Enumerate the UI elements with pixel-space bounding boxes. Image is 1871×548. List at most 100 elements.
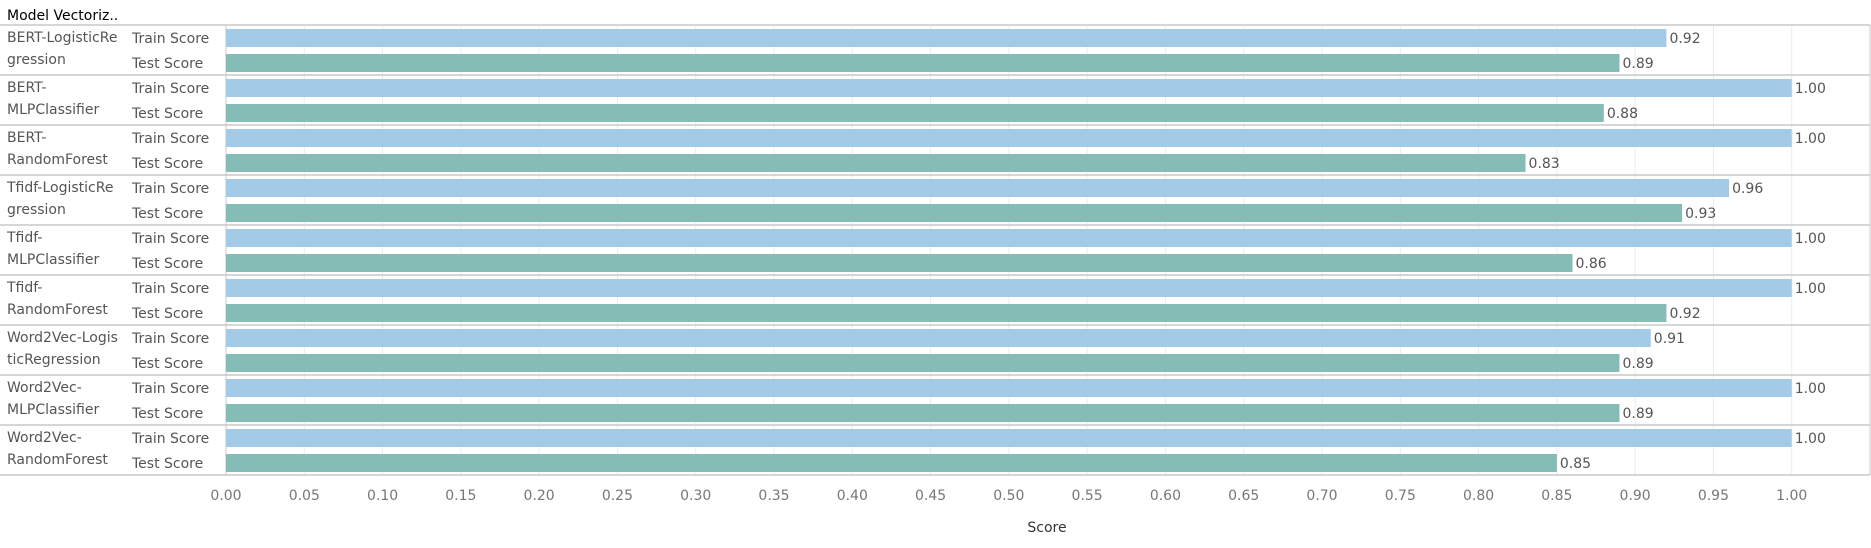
bar — [226, 204, 1683, 222]
data-label: 0.89 — [1622, 56, 1653, 72]
model-label: gression — [7, 202, 66, 218]
x-axis-title: Score — [1027, 520, 1066, 536]
model-label: Tfidf- — [6, 280, 42, 296]
metric-label: Train Score — [131, 81, 209, 97]
data-label: 1.00 — [1795, 231, 1826, 247]
data-label: 0.89 — [1622, 356, 1653, 372]
bar — [226, 129, 1792, 147]
data-label: 0.85 — [1560, 456, 1591, 472]
x-tick-label: 0.95 — [1698, 488, 1729, 504]
x-tick-label: 0.40 — [837, 488, 868, 504]
metric-label: Test Score — [131, 356, 203, 372]
data-label: 0.86 — [1576, 256, 1607, 272]
bar — [226, 354, 1620, 372]
data-label: 0.93 — [1685, 206, 1716, 222]
metric-label: Test Score — [131, 456, 203, 472]
data-label: 0.96 — [1732, 181, 1763, 197]
x-tick-label: 0.00 — [210, 488, 241, 504]
x-tick-label: 0.80 — [1463, 488, 1494, 504]
metric-label: Train Score — [131, 381, 209, 397]
model-label: ticRegression — [7, 352, 101, 368]
model-label: Word2Vec- — [7, 380, 82, 396]
bar — [226, 404, 1620, 422]
row-frame — [0, 24, 1871, 476]
x-tick-label: 0.85 — [1541, 488, 1572, 504]
model-label: RandomForest — [7, 152, 108, 168]
bar — [226, 329, 1651, 347]
bar — [226, 379, 1792, 397]
bar — [226, 179, 1730, 197]
data-label: 1.00 — [1795, 381, 1826, 397]
x-tick-label: 0.75 — [1385, 488, 1416, 504]
bar — [226, 29, 1667, 47]
bar — [226, 229, 1792, 247]
model-label: Tfidf- — [6, 230, 42, 246]
model-label: Tfidf-LogisticRe — [6, 180, 113, 196]
x-tick-label: 0.55 — [1072, 488, 1103, 504]
bar-rows: BERT-LogisticRe gression Train Score 0.92 Te… — [6, 29, 1826, 472]
x-tick-label: 0.10 — [367, 488, 398, 504]
x-tick-label: 0.30 — [680, 488, 711, 504]
x-axis: 0.00 0.05 0.10 0.15 0.20 0.25 0.30 0.35 0.40 0.45… — [210, 488, 1807, 504]
x-tick-label: 1.00 — [1776, 488, 1807, 504]
model-label: MLPClassifier — [7, 402, 99, 418]
x-tick-label: 0.70 — [1306, 488, 1337, 504]
metric-label: Test Score — [131, 206, 203, 222]
data-label: 0.92 — [1669, 306, 1700, 322]
metric-label: Test Score — [131, 306, 203, 322]
metric-label: Train Score — [131, 31, 209, 47]
model-label: gression — [7, 52, 66, 68]
model-label: RandomForest — [7, 452, 108, 468]
data-label: 0.91 — [1654, 331, 1685, 347]
x-tick-label: 0.20 — [524, 488, 555, 504]
x-tick-label: 0.50 — [993, 488, 1024, 504]
model-label: BERT- — [7, 80, 46, 96]
model-label: BERT- — [7, 130, 46, 146]
bar — [226, 304, 1667, 322]
metric-label: Train Score — [131, 331, 209, 347]
data-label: 0.89 — [1622, 406, 1653, 422]
metric-label: Test Score — [131, 106, 203, 122]
data-label: 1.00 — [1795, 81, 1826, 97]
bar — [226, 429, 1792, 447]
model-label: BERT-LogisticRe — [7, 30, 117, 46]
metric-label: Train Score — [131, 181, 209, 197]
x-tick-label: 0.35 — [758, 488, 789, 504]
model-label: Word2Vec- — [7, 430, 82, 446]
metric-label: Test Score — [131, 406, 203, 422]
x-tick-label: 0.25 — [602, 488, 633, 504]
x-tick-label: 0.05 — [289, 488, 320, 504]
x-tick-label: 0.65 — [1228, 488, 1259, 504]
data-label: 1.00 — [1795, 281, 1826, 297]
model-label: MLPClassifier — [7, 252, 99, 268]
bar — [226, 54, 1620, 72]
x-tick-label: 0.45 — [915, 488, 946, 504]
column-header: Model Vectoriz.. — [7, 8, 118, 24]
metric-label: Train Score — [131, 231, 209, 247]
model-label: Word2Vec-Logis — [7, 330, 118, 346]
metric-label: Test Score — [131, 256, 203, 272]
x-tick-label: 0.90 — [1620, 488, 1651, 504]
model-label: RandomForest — [7, 302, 108, 318]
model-label: MLPClassifier — [7, 102, 99, 118]
bar — [226, 454, 1557, 472]
metric-label: Train Score — [131, 431, 209, 447]
data-label: 1.00 — [1795, 131, 1826, 147]
x-tick-label: 0.60 — [1150, 488, 1181, 504]
bar — [226, 254, 1573, 272]
metric-label: Train Score — [131, 281, 209, 297]
bar — [226, 104, 1604, 122]
bar — [226, 279, 1792, 297]
metric-label: Train Score — [131, 131, 209, 147]
x-tick-label: 0.15 — [445, 488, 476, 504]
data-label: 0.88 — [1607, 106, 1638, 122]
metric-label: Test Score — [131, 56, 203, 72]
data-label: 1.00 — [1795, 431, 1826, 447]
gridlines — [225, 25, 1793, 475]
bar — [226, 154, 1526, 172]
bar — [226, 79, 1792, 97]
data-label: 0.92 — [1669, 31, 1700, 47]
data-label: 0.83 — [1529, 156, 1560, 172]
metric-label: Test Score — [131, 156, 203, 172]
